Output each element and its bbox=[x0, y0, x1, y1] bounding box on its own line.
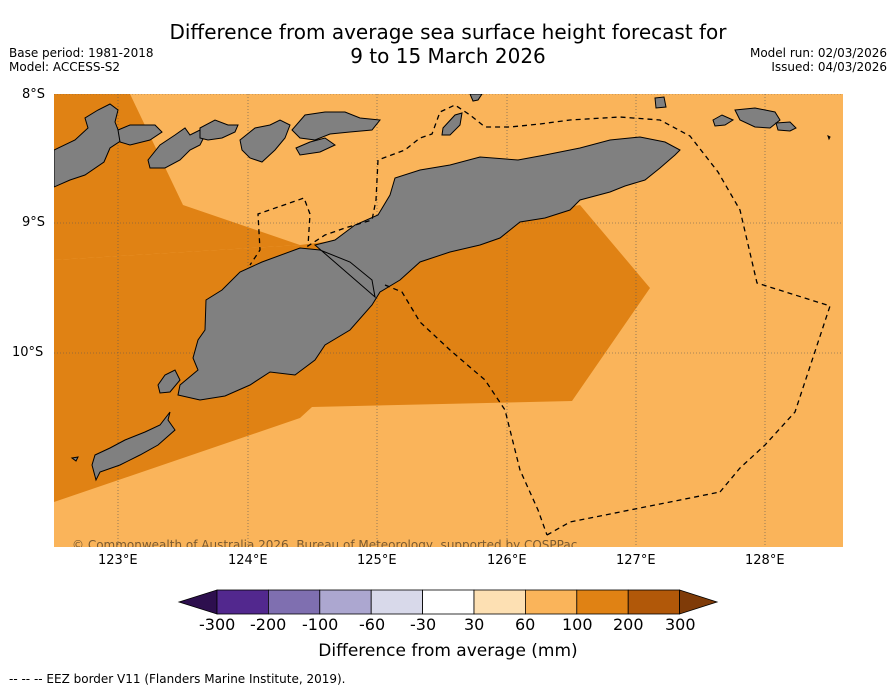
west-timor-tip bbox=[157, 369, 181, 394]
model-run: Model run: 02/03/2026 bbox=[749, 46, 887, 60]
lat-label-10s: 10°S bbox=[12, 345, 44, 360]
pulau-lembata bbox=[199, 119, 239, 141]
ocean-dark-central bbox=[54, 205, 650, 502]
tiny-east bbox=[827, 135, 831, 141]
meta-right: Model run: 02/03/2026 Issued: 04/03/2026 bbox=[750, 46, 887, 74]
colorbar-seg-8 bbox=[576, 589, 629, 615]
map-title: Difference from average sea surface heig… bbox=[0, 20, 896, 68]
title-line2: 9 to 15 March 2026 bbox=[350, 44, 546, 68]
small-island-sw bbox=[70, 456, 79, 462]
lon-label-125e: 125°E bbox=[357, 553, 397, 568]
lon-label-123e: 123°E bbox=[98, 553, 138, 568]
cb-tick-2: -200 bbox=[250, 615, 287, 634]
kisar bbox=[654, 96, 667, 109]
colorbar-seg-3 bbox=[319, 589, 372, 615]
title-line1: Difference from average sea surface heig… bbox=[169, 20, 727, 44]
lon-label-128e: 128°E bbox=[745, 553, 785, 568]
base-period: Base period: 1981-2018 bbox=[9, 46, 154, 60]
cb-tick-9: 200 bbox=[613, 615, 644, 634]
cb-tick-6: 30 bbox=[464, 615, 485, 634]
lat-label-9s: 9°S bbox=[22, 215, 46, 230]
model-name: Model: ACCESS-S2 bbox=[9, 60, 121, 74]
cb-tick-10: 300 bbox=[665, 615, 696, 634]
map-area: © Commonwealth of Australia 2026, Bureau… bbox=[54, 94, 843, 552]
cb-tick-1: -300 bbox=[199, 615, 236, 634]
eez-legend: -- -- -- EEZ border V11 (Flanders Marine… bbox=[9, 672, 346, 686]
colorbar-seg-1 bbox=[216, 589, 269, 615]
colorbar-seg-9 bbox=[627, 589, 681, 615]
lon-label-126e: 126°E bbox=[487, 553, 527, 568]
colorbar-seg-2 bbox=[267, 589, 321, 615]
flores-central bbox=[117, 124, 163, 146]
lon-label-124e: 124°E bbox=[228, 553, 268, 568]
colorbar-seg-7 bbox=[525, 589, 578, 615]
alor-small bbox=[295, 137, 336, 156]
meta-left: Base period: 1981-2018 Model: ACCESS-S2 bbox=[9, 46, 154, 74]
colorbar-seg-4 bbox=[370, 589, 424, 615]
pantar bbox=[239, 119, 291, 163]
colorbar-extend-high bbox=[679, 589, 719, 615]
cb-tick-8: 100 bbox=[562, 615, 593, 634]
colorbar-title: Difference from average (mm) bbox=[318, 641, 578, 661]
cb-tick-7: 60 bbox=[515, 615, 536, 634]
copyright-text: © Commonwealth of Australia 2026, Bureau… bbox=[72, 538, 577, 552]
issued-date: Issued: 04/03/2026 bbox=[771, 60, 887, 74]
moa bbox=[734, 107, 781, 129]
colorbar-seg-6 bbox=[473, 589, 526, 615]
rote-island bbox=[91, 411, 176, 482]
land bbox=[54, 94, 831, 482]
flores-west bbox=[54, 103, 123, 188]
colorbar-extend-low bbox=[177, 589, 218, 615]
atauro bbox=[441, 112, 463, 136]
colorbar bbox=[177, 589, 719, 615]
lakor bbox=[775, 121, 797, 132]
wetar-north-tip bbox=[469, 94, 483, 102]
timor-island bbox=[177, 136, 681, 401]
lat-label-8s: 8°S bbox=[22, 87, 46, 102]
alor bbox=[291, 111, 381, 141]
lon-label-127e: 127°E bbox=[616, 553, 656, 568]
cb-tick-4: -60 bbox=[359, 615, 386, 634]
eez-border bbox=[249, 104, 831, 536]
leti bbox=[712, 114, 735, 127]
cb-tick-5: -30 bbox=[410, 615, 437, 634]
cb-tick-3: -100 bbox=[302, 615, 339, 634]
colorbar-seg-5 bbox=[422, 589, 475, 615]
